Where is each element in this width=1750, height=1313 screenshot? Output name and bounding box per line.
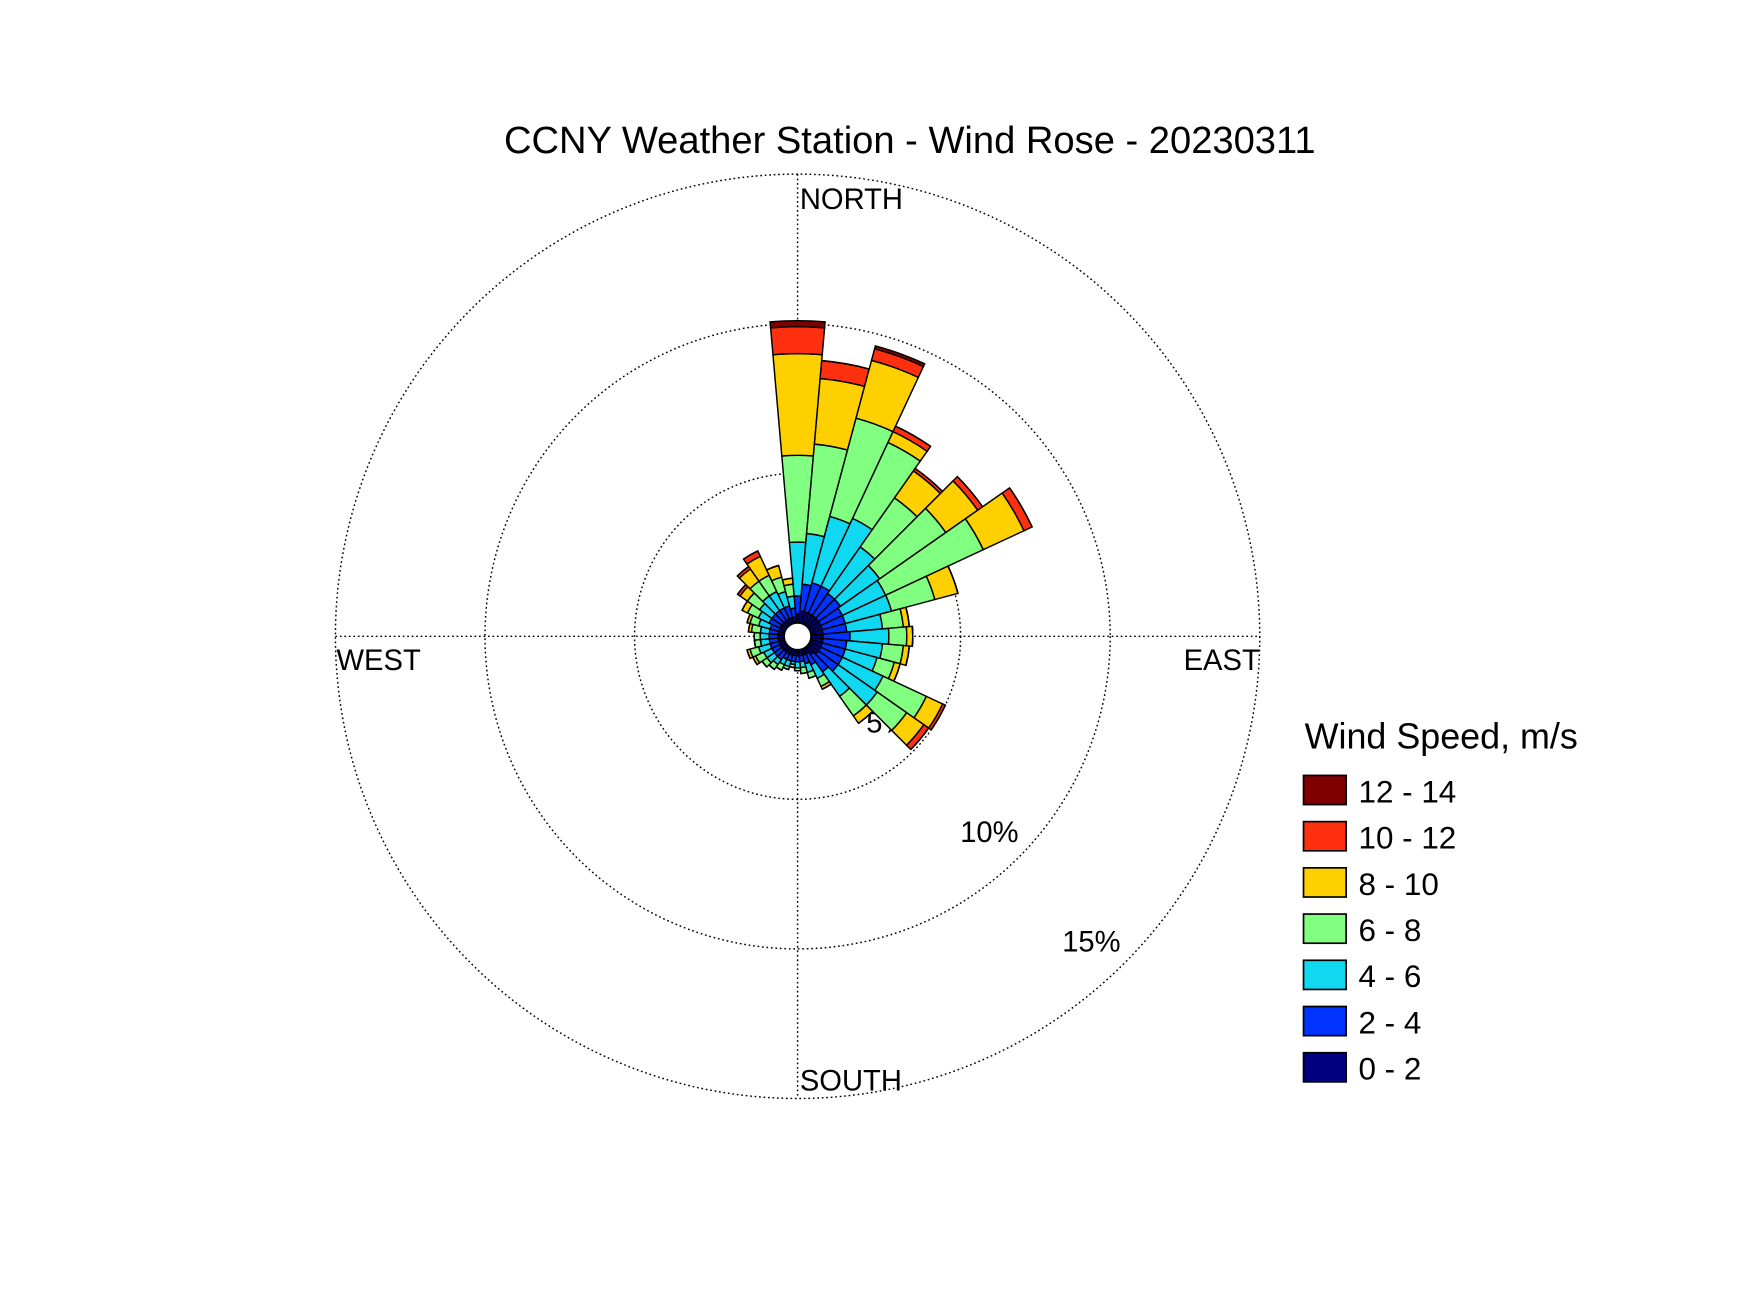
direction-label: EAST [1184,645,1260,677]
wind-segment [887,626,908,647]
legend: 0 - 2 2 - 4 4 - 6 6 - 8 8 - 10 10 - 12 12 - 14 [1302,774,1456,1087]
legend-swatch [1302,1005,1347,1037]
legend-swatch [1302,820,1347,852]
ring-label: 15% [1062,926,1120,958]
ring-label: 10% [960,817,1018,849]
center-hole [783,622,812,651]
wind-segment [769,325,826,356]
wind-segment [769,319,826,329]
chart-title: CCNY Weather Station - Wind Rose - 20230… [504,119,1316,162]
legend-swatch [1302,959,1347,991]
wind-segment [808,674,817,679]
direction-label: SOUTH [800,1066,902,1098]
legend-label: 12 - 14 [1358,774,1456,809]
wind-segment [905,625,914,648]
direction-label: NORTH [800,184,903,216]
legend-swatch [1302,1051,1347,1083]
legend-label: 4 - 6 [1358,959,1421,994]
wind-segment [858,710,874,724]
wind-segment [1008,487,1033,528]
legend-swatch [1302,867,1347,898]
legend-label: 8 - 10 [1358,867,1438,902]
legend-swatch [1302,913,1347,945]
legend-label: 10 - 12 [1358,821,1456,856]
legend-label: 0 - 2 [1358,1052,1421,1087]
legend-title: Wind Speed, m/s [1305,716,1578,756]
wind-segment [789,665,795,669]
direction-label: WEST [337,645,421,677]
wind-segment [873,345,926,368]
legend-swatch [1302,774,1347,806]
bars [736,319,1034,751]
wind-segment [910,727,930,750]
legend-label: 6 - 8 [1358,913,1421,948]
legend-label: 2 - 4 [1358,1005,1421,1040]
